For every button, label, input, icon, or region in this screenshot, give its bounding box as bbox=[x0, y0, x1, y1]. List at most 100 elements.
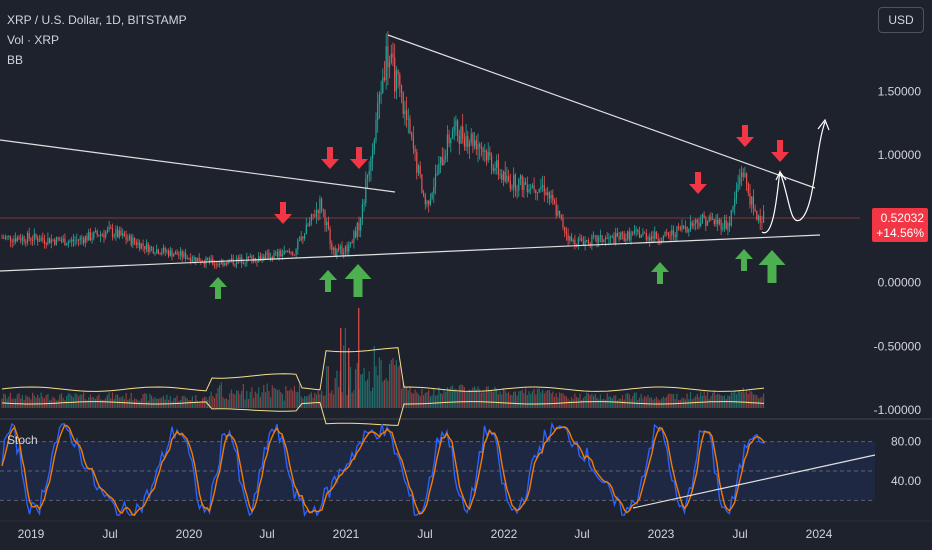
volume-bar bbox=[389, 363, 391, 408]
volume-bar bbox=[83, 392, 85, 408]
candle-body bbox=[37, 237, 39, 242]
candle-body bbox=[678, 226, 680, 228]
candle-body bbox=[144, 246, 146, 250]
trendline-upper-old bbox=[0, 139, 396, 193]
time-tick-label: Jul bbox=[259, 527, 274, 541]
candle-body bbox=[465, 135, 467, 147]
volume-bar bbox=[509, 394, 511, 408]
candle-body bbox=[69, 241, 71, 243]
volume-bar bbox=[428, 389, 430, 408]
volume-bar bbox=[661, 398, 663, 408]
volume-bar bbox=[188, 400, 190, 408]
candle-body bbox=[32, 240, 34, 242]
candle-body bbox=[117, 229, 119, 238]
candle-body bbox=[528, 189, 530, 193]
volume-bar bbox=[137, 400, 139, 408]
candle-body bbox=[570, 236, 573, 242]
candle-body bbox=[514, 174, 516, 191]
volume-bar bbox=[611, 398, 613, 408]
volume-bar bbox=[156, 398, 158, 408]
volume-bar bbox=[304, 395, 306, 408]
candle-body bbox=[615, 232, 617, 244]
candle-body bbox=[343, 252, 345, 255]
candle-body bbox=[657, 238, 659, 241]
stoch-d-line bbox=[1, 424, 766, 516]
candle-body bbox=[149, 246, 151, 252]
volume-bar bbox=[8, 396, 10, 408]
volume-bar bbox=[264, 392, 267, 408]
candle-body bbox=[203, 262, 205, 265]
candle-body bbox=[171, 250, 173, 257]
candle-body bbox=[227, 260, 229, 265]
price-tick-label: 1.00000 bbox=[878, 148, 922, 162]
volume-bar bbox=[210, 391, 212, 408]
candle-body bbox=[185, 252, 187, 259]
candle-body bbox=[426, 200, 428, 205]
volume-bar bbox=[38, 397, 40, 408]
candle-body bbox=[9, 236, 12, 242]
currency-button[interactable]: USD bbox=[878, 7, 924, 33]
candle-body bbox=[572, 239, 574, 242]
candle-body bbox=[67, 242, 69, 245]
volume-bar bbox=[594, 393, 596, 408]
candle-body bbox=[434, 174, 437, 188]
volume-bar bbox=[100, 399, 102, 408]
volume-bar bbox=[334, 378, 336, 408]
candle-body bbox=[603, 240, 605, 243]
candle-body bbox=[373, 140, 375, 151]
volume-bar bbox=[372, 387, 374, 408]
candle-body bbox=[23, 236, 25, 242]
volume-bar bbox=[400, 388, 403, 408]
volume-bar bbox=[485, 386, 488, 408]
volume-bar bbox=[363, 367, 365, 408]
candle-body bbox=[436, 173, 438, 175]
volume-bar bbox=[200, 401, 202, 408]
candle-body bbox=[652, 236, 654, 239]
volume-bar bbox=[394, 365, 396, 408]
volume-bar bbox=[462, 384, 464, 408]
time-tick-label: Jul bbox=[732, 527, 747, 541]
volume-bar bbox=[416, 392, 418, 408]
volume-bar bbox=[232, 393, 234, 408]
candle-body bbox=[239, 257, 241, 260]
candle-body bbox=[331, 243, 333, 251]
volume-bar bbox=[307, 395, 309, 408]
volume-bar bbox=[217, 388, 219, 408]
volume-bar bbox=[368, 371, 370, 408]
candle-body bbox=[387, 46, 389, 68]
candle-body bbox=[538, 188, 540, 193]
candle-body bbox=[409, 118, 411, 133]
candle-body bbox=[644, 232, 646, 234]
candle-body bbox=[477, 144, 479, 150]
volume-bar bbox=[601, 399, 603, 408]
volume-bar bbox=[752, 394, 754, 408]
volume-bar bbox=[21, 395, 23, 408]
volume-bar bbox=[159, 398, 161, 408]
price-candles bbox=[1, 31, 765, 270]
candle-body bbox=[242, 263, 244, 264]
volume-bar bbox=[618, 398, 620, 408]
volume-bar bbox=[519, 391, 522, 408]
price-tick-label: -1.00000 bbox=[874, 403, 922, 417]
candle-body bbox=[33, 233, 35, 241]
volume-bar bbox=[669, 393, 671, 408]
volume-bar bbox=[76, 394, 78, 408]
candle-body bbox=[754, 208, 756, 211]
volume-bar bbox=[275, 388, 277, 408]
candle-body bbox=[443, 159, 445, 166]
candle-body bbox=[598, 237, 600, 243]
volume-bar bbox=[147, 400, 149, 408]
volume-bar bbox=[540, 392, 542, 408]
volume-bar bbox=[26, 396, 29, 408]
candle-body bbox=[725, 220, 727, 229]
volume-bar bbox=[621, 395, 624, 408]
time-tick-label: Jul bbox=[574, 527, 589, 541]
candle-body bbox=[737, 184, 739, 190]
candle-body bbox=[193, 257, 195, 260]
candle-body bbox=[412, 136, 414, 149]
candle-body bbox=[475, 140, 477, 150]
candle-body bbox=[293, 254, 295, 256]
candle-body bbox=[448, 134, 450, 144]
volume-bar bbox=[254, 391, 256, 408]
candle-body bbox=[103, 234, 105, 238]
